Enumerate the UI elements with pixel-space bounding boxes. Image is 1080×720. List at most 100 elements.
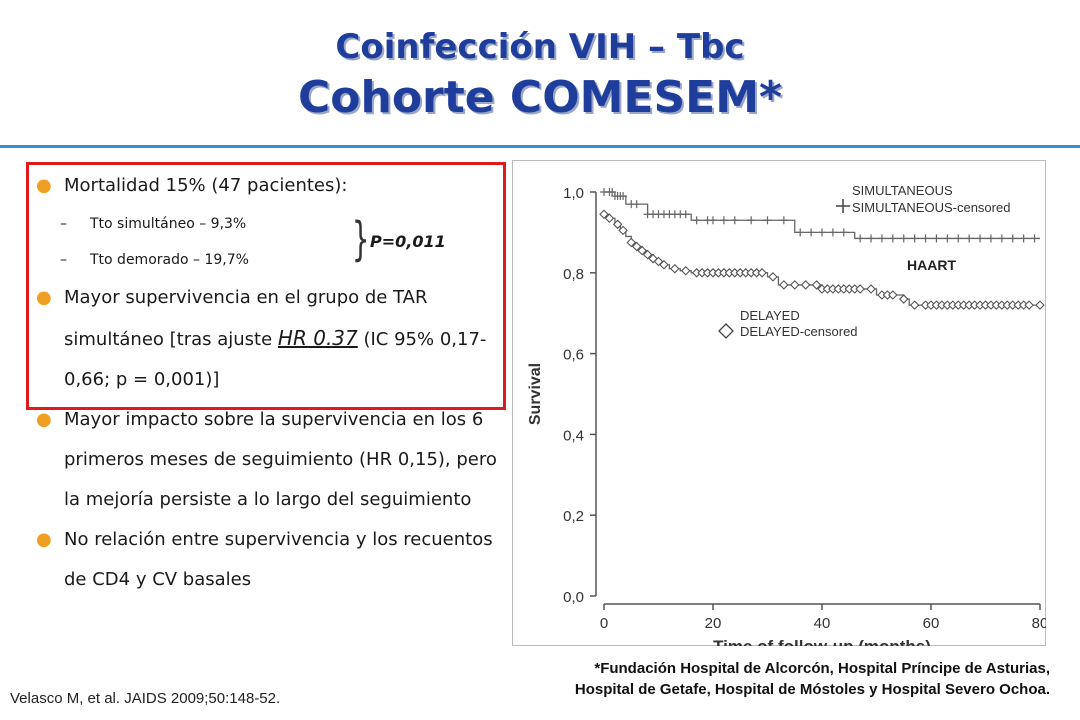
censor-mark-simultaneous (921, 234, 930, 243)
sub-bullet-simultaneous-text: Tto simultáneo – 9,3% (90, 216, 247, 232)
sub-bullet-simultaneous: – Tto simultáneo – 9,3% (36, 206, 516, 242)
censor-mark-delayed (626, 237, 637, 248)
censor-mark-delayed (631, 241, 642, 252)
chart-frame (512, 160, 1046, 646)
censor-mark-simultaneous (976, 234, 985, 243)
x-axis-label: Time of follow-up (months) (713, 637, 931, 646)
bullet-cd4-text: No relación entre supervivencia y los re… (64, 529, 493, 590)
censor-mark-delayed (680, 266, 691, 276)
sub-bullet-delayed-text: Tto demorado – 19,7% (90, 252, 249, 268)
censor-mark-delayed (779, 280, 789, 290)
censor-mark-simultaneous (943, 234, 952, 243)
dash-icon: – (60, 252, 67, 268)
survival-chart: 0,0 0,2 0,4 0,6 0,8 1,0 0 20 40 60 80 Time of follo… (512, 160, 1048, 656)
y-tick-label: 0,6 (563, 347, 584, 364)
bullet-survival-ci: (IC 95% 0,17-0,66; p = 0,001)] (64, 329, 487, 390)
censor-mark-simultaneous (856, 234, 865, 243)
censor-mark-delayed (618, 225, 628, 236)
x-tick-label: 40 (814, 615, 831, 632)
bullet-dot-icon: ● (36, 529, 52, 550)
censor-mark-simultaneous (807, 228, 816, 237)
citation: Velasco M, et al. JAIDS 2009;50:148-52. (10, 690, 281, 707)
censor-mark-delayed (768, 272, 778, 282)
censor-mark-delayed (789, 280, 800, 290)
dash-icon: – (60, 216, 67, 232)
title-divider (0, 145, 1080, 148)
censor-mark-simultaneous (763, 216, 772, 225)
x-tick-label: 60 (923, 615, 940, 632)
censor-mark-simultaneous (932, 234, 941, 243)
censor-mark-simultaneous (965, 234, 974, 243)
censor-mark-delayed (855, 284, 865, 294)
legend-diamond-icon (718, 323, 734, 339)
censor-mark-simultaneous (986, 234, 995, 243)
bullet-mortality-text: Mortalidad 15% (47 pacientes): (64, 175, 348, 196)
censor-mark-simultaneous (1019, 234, 1028, 243)
censor-mark-simultaneous (899, 234, 908, 243)
p-value: P=0,011 (370, 232, 446, 251)
y-tick-label: 0,8 (563, 266, 584, 283)
censor-mark-simultaneous (839, 228, 848, 237)
censor-mark-delayed (1035, 300, 1045, 310)
censor-mark-simultaneous (608, 188, 617, 196)
footnote: *Fundación Hospital de Alcorcón, Hospita… (430, 658, 1050, 700)
x-tick-label: 0 (600, 615, 608, 632)
footnote-line-2: Hospital de Getafe, Hospital de Móstoles… (574, 681, 1050, 698)
censor-mark-simultaneous (888, 234, 897, 243)
censor-mark-delayed (811, 280, 822, 290)
censor-mark-simultaneous (997, 234, 1006, 243)
censor-mark-simultaneous (779, 216, 788, 225)
legend-simultaneous: SIMULTANEOUS (852, 183, 953, 198)
legend-delayed: DELAYED (740, 308, 800, 323)
bullet-cd4: ● No relación entre supervivencia y los … (36, 520, 516, 600)
censor-mark-delayed (1024, 300, 1034, 310)
censor-mark-simultaneous (1030, 234, 1039, 243)
legend-plus-icon (836, 199, 850, 213)
censor-mark-simultaneous (910, 234, 919, 243)
censor-mark-simultaneous (1008, 234, 1017, 243)
censor-mark-delayed (866, 284, 876, 294)
censor-mark-simultaneous (877, 234, 886, 243)
bullet-list: ● Mortalidad 15% (47 pacientes): – Tto s… (36, 166, 516, 600)
censor-mark-simultaneous (692, 216, 701, 225)
y-tick-label: 0,2 (563, 508, 584, 525)
y-tick-label: 0,4 (563, 427, 584, 444)
censor-mark-simultaneous (709, 216, 717, 225)
survival-chart-svg: 0,0 0,2 0,4 0,6 0,8 1,0 0 20 40 60 80 Time of follo… (512, 160, 1048, 656)
bullet-impact: ● Mayor impacto sobre la supervivencia e… (36, 400, 516, 520)
censor-mark-delayed (637, 245, 647, 256)
bullet-mortality: ● Mortalidad 15% (47 pacientes): (36, 166, 516, 206)
x-tick-label: 80 (1032, 615, 1046, 632)
censor-mark-simultaneous (619, 192, 628, 201)
censor-mark-delayed (612, 219, 623, 230)
censor-mark-delayed (888, 290, 898, 300)
censor-mark-simultaneous (681, 210, 690, 219)
bullet-survival-text: Mayor supervivencia en el grupo de TAR s… (64, 287, 428, 350)
censor-mark-delayed (800, 280, 811, 290)
legend-delayed-censored: DELAYED-censored (740, 324, 858, 339)
censor-mark-delayed (604, 213, 615, 224)
censor-mark-simultaneous (632, 200, 641, 209)
bullet-survival: ● Mayor supervivencia en el grupo de TAR… (36, 278, 516, 400)
censor-mark-delayed (757, 268, 767, 278)
censor-mark-delayed (659, 259, 669, 270)
brace-icon: } (351, 212, 370, 266)
censor-mark-simultaneous (719, 216, 728, 225)
censor-mark-simultaneous (828, 228, 837, 237)
censor-mark-simultaneous (954, 234, 963, 243)
slide-subtitle: Cohorte COMESEM* (297, 72, 783, 123)
bullet-dot-icon: ● (36, 287, 52, 308)
censor-mark-simultaneous (730, 216, 739, 225)
bullet-dot-icon: ● (36, 175, 52, 196)
y-tick-label: 1,0 (563, 185, 584, 202)
censor-mark-simultaneous (747, 216, 756, 225)
censor-mark-simultaneous (796, 228, 805, 237)
y-axis-label: Survival (527, 363, 544, 425)
legend-simultaneous-censored: SIMULTANEOUS-censored (852, 200, 1010, 215)
censor-mark-delayed (909, 300, 920, 310)
sub-bullet-delayed: – Tto demorado – 19,7% (36, 242, 516, 278)
bullet-impact-text: Mayor impacto sobre la supervivencia en … (64, 409, 497, 510)
censor-mark-delayed (670, 263, 680, 274)
censor-mark-simultaneous (818, 228, 826, 237)
y-tick-label: 0,0 (563, 589, 584, 606)
